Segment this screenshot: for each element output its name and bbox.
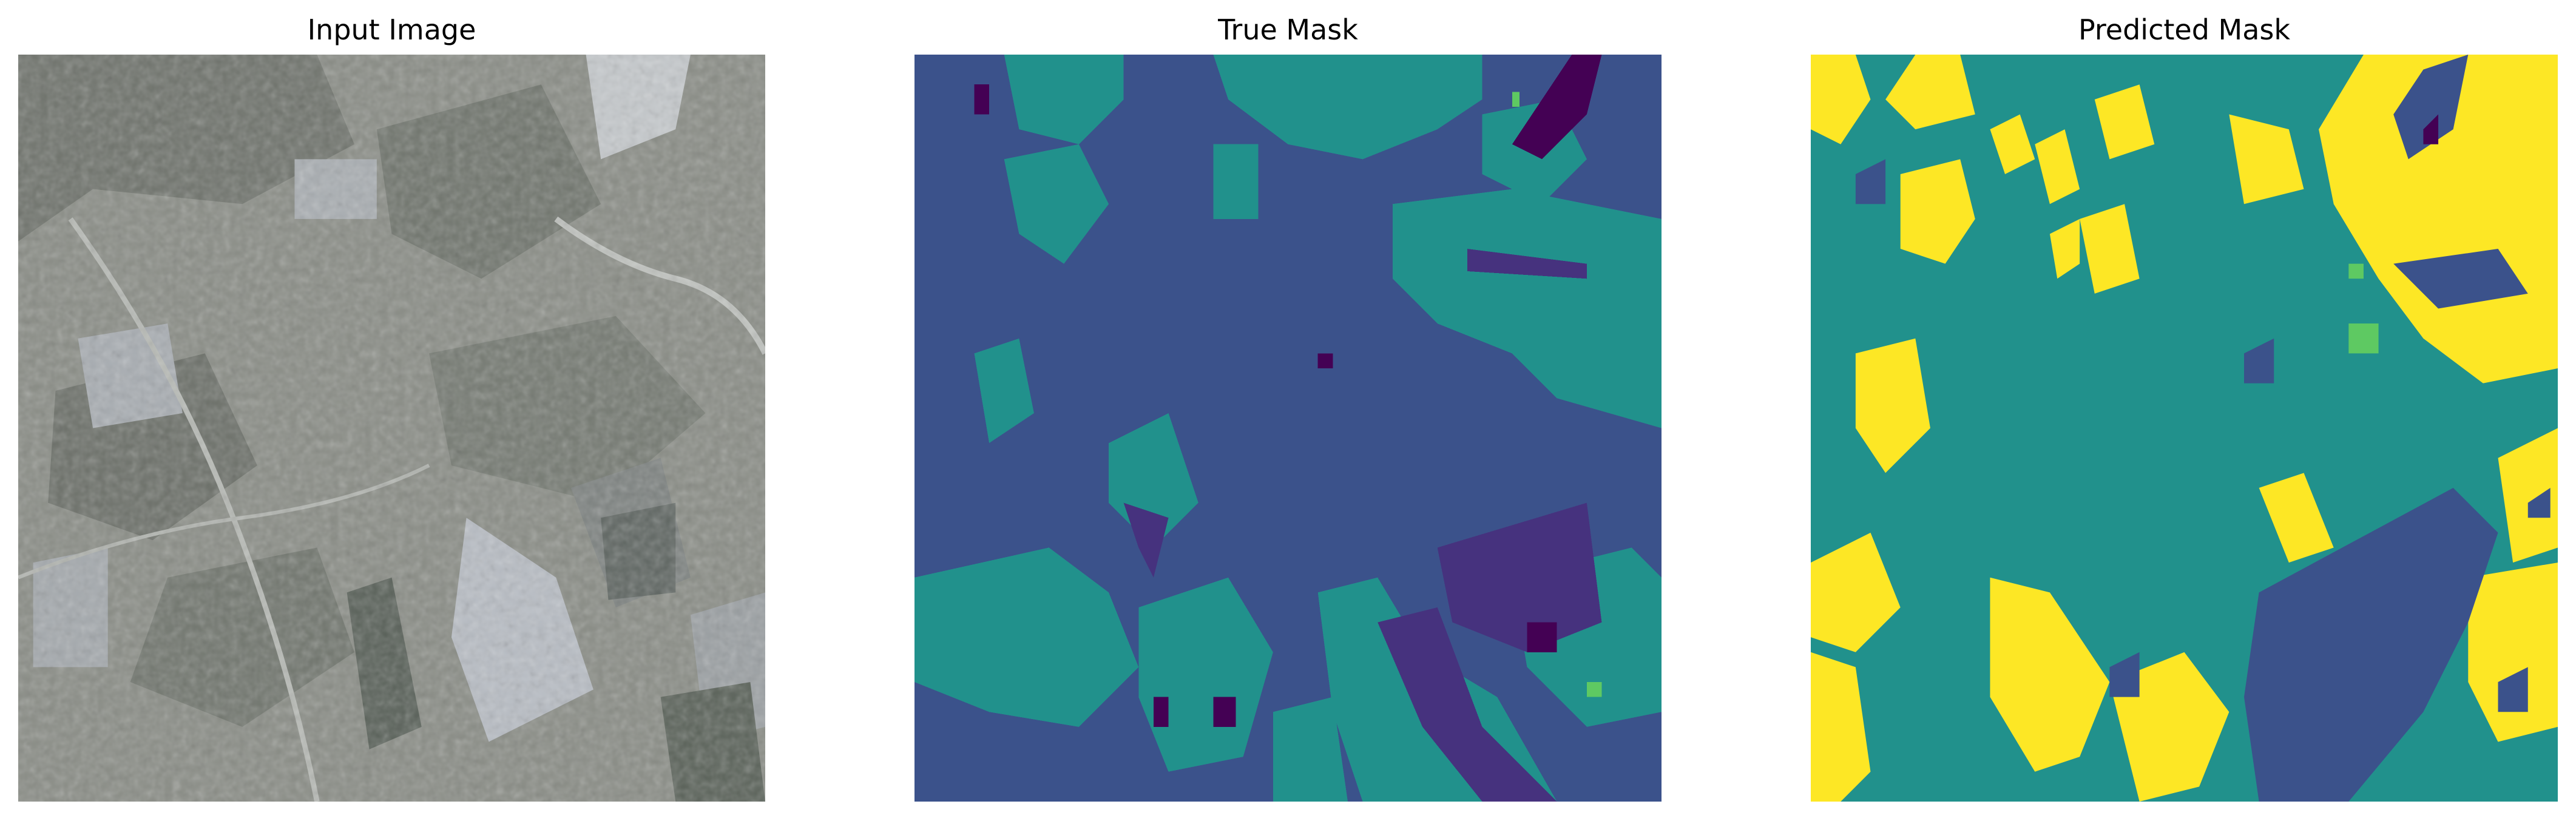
input-image-title: Input Image [307, 13, 476, 46]
predicted-mask-image [1811, 55, 2558, 802]
predicted-mask-title: Predicted Mask [2078, 13, 2291, 46]
true-mask-panel: True Mask [914, 0, 1662, 821]
input-image-panel: Input Image [18, 0, 765, 821]
predicted-mask-panel: Predicted Mask [1811, 0, 2558, 821]
true-mask-image [914, 55, 1662, 802]
input-image [18, 55, 765, 802]
true-mask-title: True Mask [1218, 13, 1358, 46]
